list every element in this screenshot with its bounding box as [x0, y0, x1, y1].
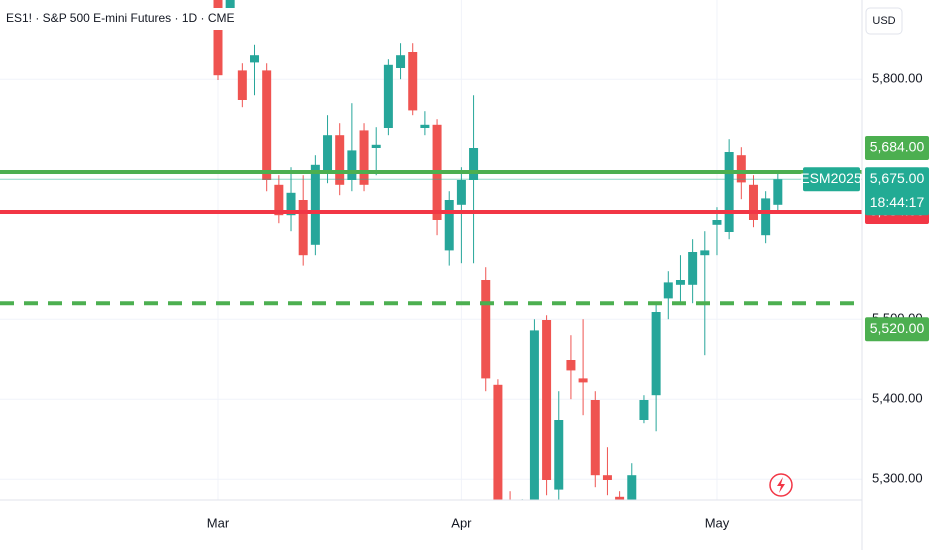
- candle-body: [748, 184, 758, 220]
- candle-body: [566, 360, 576, 371]
- candle-body: [420, 124, 430, 128]
- candle-body: [651, 312, 661, 396]
- candle-body: [663, 282, 673, 299]
- candle-body: [456, 180, 466, 205]
- lightning-icon[interactable]: [769, 473, 793, 497]
- candle-body: [383, 64, 393, 128]
- price-axis: 5,300.005,400.005,500.005,800.005,684.00…: [800, 71, 929, 486]
- candle-body: [675, 280, 685, 285]
- y-tick-label: 5,800.00: [872, 71, 923, 86]
- last-price-tag: [865, 167, 929, 216]
- candle-body: [444, 200, 454, 251]
- candle-body: [359, 130, 369, 185]
- candle-body: [481, 280, 491, 379]
- level-tag: [865, 317, 929, 342]
- candle-body: [298, 200, 308, 256]
- candle-body: [371, 144, 381, 148]
- candle-body: [542, 320, 552, 480]
- candle-body: [274, 184, 284, 216]
- plot-area: [0, 0, 862, 500]
- candle-body: [262, 70, 272, 180]
- level-tag: [865, 136, 929, 160]
- candle-body: [602, 475, 612, 480]
- candle-body: [493, 384, 503, 500]
- candle-body: [213, 0, 223, 76]
- candle-body: [323, 135, 333, 172]
- y-tick-label: 5,400.00: [872, 391, 923, 406]
- candle-body: [761, 198, 771, 236]
- symbol-tag: [803, 167, 860, 192]
- candle-body: [615, 496, 625, 500]
- candle-body: [310, 164, 320, 245]
- candle-body: [724, 152, 734, 232]
- chart-title: ES1! · S&P 500 E-mini Futures · 1D · CME: [6, 11, 235, 25]
- candle-body: [347, 150, 357, 180]
- candle-body: [225, 0, 235, 8]
- currency-box[interactable]: [865, 7, 903, 35]
- candle-body: [396, 55, 406, 68]
- candle-body: [590, 400, 600, 476]
- countdown: 18:44:17: [870, 194, 925, 210]
- last-price-label: 5,675.00: [870, 170, 925, 186]
- level-tag-label: 5,520.00: [870, 320, 925, 336]
- candle-body: [688, 252, 698, 285]
- candle-body: [554, 420, 564, 490]
- candle-body: [700, 250, 710, 256]
- candle-body: [286, 192, 296, 216]
- x-tick-label: Mar: [207, 515, 230, 530]
- candle-body: [773, 179, 783, 205]
- title-bg: [0, 8, 240, 30]
- candle-body: [627, 475, 637, 500]
- symbol-label: ESM2025: [800, 170, 862, 186]
- candle-body: [639, 400, 649, 420]
- level-tag-label: 5,684.00: [870, 139, 925, 155]
- currency: USD: [872, 15, 895, 27]
- candle-body: [529, 330, 539, 500]
- candle-body: [408, 52, 418, 111]
- y-tick-label: 5,300.00: [872, 471, 923, 486]
- x-tick-label: Apr: [451, 515, 472, 530]
- candle-body: [469, 148, 479, 180]
- x-tick-label: May: [705, 515, 730, 530]
- candle-body: [712, 220, 722, 225]
- candle-body: [736, 155, 746, 183]
- candle-body: [237, 70, 247, 100]
- candle-body: [250, 55, 260, 63]
- candle-body: [335, 135, 345, 185]
- candle-body: [578, 378, 588, 383]
